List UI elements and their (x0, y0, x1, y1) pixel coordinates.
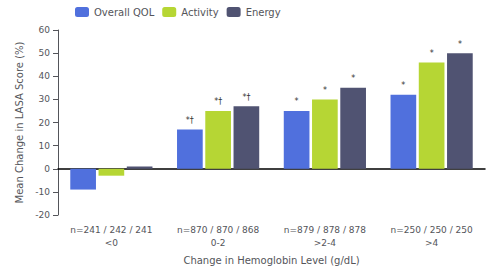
svg-text:60: 60 (39, 25, 51, 35)
svg-text:0-2: 0-2 (211, 238, 226, 248)
svg-text:0: 0 (44, 164, 50, 174)
svg-text:*: * (430, 49, 434, 58)
svg-text:n=250 / 250 / 250: n=250 / 250 / 250 (390, 225, 473, 235)
svg-text:50: 50 (39, 48, 51, 58)
svg-text:*†: *† (242, 93, 250, 102)
svg-text:*: * (323, 86, 327, 95)
svg-text:n=870 / 870 / 868: n=870 / 870 / 868 (177, 225, 260, 235)
svg-text:*†: *† (186, 116, 194, 125)
svg-text:40: 40 (39, 71, 51, 81)
svg-text:30: 30 (39, 94, 51, 104)
svg-text:Change in Hemoglobin Level (g/: Change in Hemoglobin Level (g/dL) (183, 255, 359, 266)
svg-text:n=879 / 878 / 878: n=879 / 878 / 878 (284, 225, 367, 235)
svg-text:>4: >4 (425, 238, 439, 248)
svg-text:10: 10 (39, 141, 51, 151)
svg-text:*†: *† (214, 97, 222, 106)
svg-text:Activity: Activity (181, 7, 218, 18)
svg-text:-20: -20 (35, 210, 50, 220)
svg-text:*: * (401, 81, 405, 90)
svg-text:>2-4: >2-4 (314, 238, 337, 248)
svg-text:*: * (458, 40, 462, 49)
svg-text:Mean Change in LASA Score (%): Mean Change in LASA Score (%) (14, 41, 25, 203)
svg-text:<0: <0 (105, 238, 119, 248)
svg-text:-10: -10 (35, 187, 50, 197)
svg-text:*: * (295, 97, 299, 106)
svg-text:20: 20 (39, 118, 51, 128)
svg-text:Overall QOL: Overall QOL (94, 7, 155, 18)
svg-text:*: * (351, 74, 355, 83)
svg-text:Energy: Energy (246, 7, 281, 18)
svg-text:n=241 / 242 / 241: n=241 / 242 / 241 (70, 225, 152, 235)
